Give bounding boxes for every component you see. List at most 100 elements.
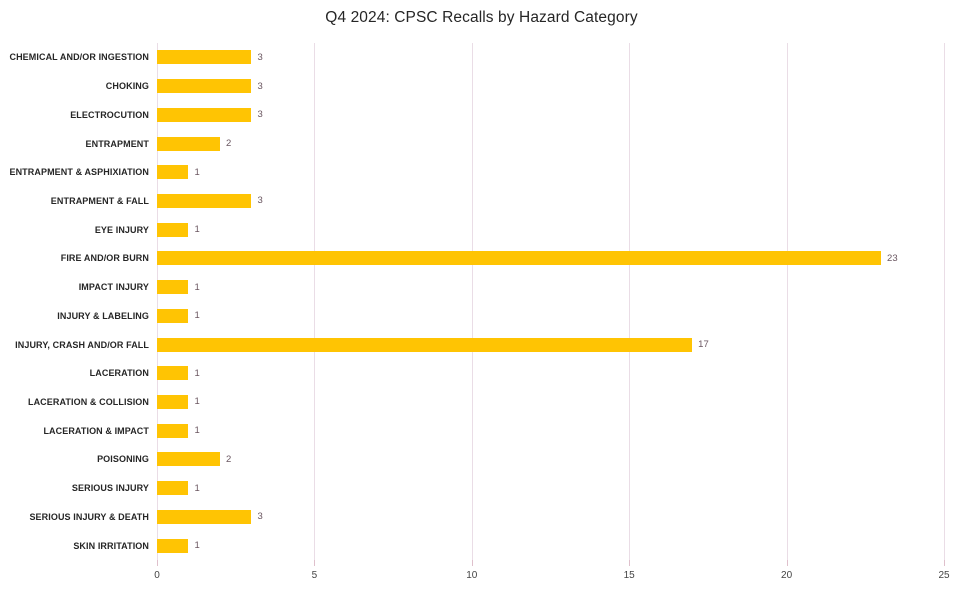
bar-track: 1 <box>157 531 963 560</box>
category-label: LACERATION & IMPACT <box>43 425 149 436</box>
chart-row: ENTRAPMENT & FALL 3 <box>0 187 963 216</box>
category-label: POISONING <box>97 454 149 465</box>
gridline <box>786 43 788 560</box>
chart-row: ENTRAPMENT 2 <box>0 129 963 158</box>
chart-row: EYE INJURY 1 <box>0 215 963 244</box>
x-axis-tick-label: 10 <box>466 570 478 581</box>
value-label: 3 <box>257 195 263 207</box>
gridline <box>629 43 631 560</box>
category-label: ENTRAPMENT <box>85 138 149 149</box>
bar-track: 1 <box>157 301 963 330</box>
chart-row: INJURY, CRASH AND/OR FALL 17 <box>0 330 963 359</box>
chart-row: CHOKING 3 <box>0 72 963 101</box>
value-label: 2 <box>225 453 232 465</box>
x-axis-tick-label: 25 <box>938 570 950 581</box>
value-label: 23 <box>887 252 898 264</box>
chart-row: ENTRAPMENT & ASPHIXIATION 1 <box>0 158 963 187</box>
value-label: 1 <box>194 425 200 437</box>
bar-track: 23 <box>157 244 963 273</box>
gridline <box>157 43 158 560</box>
bar <box>157 222 189 237</box>
category-label: LACERATION & COLLISION <box>27 396 149 407</box>
bar-track: 3 <box>157 72 963 101</box>
bar-track: 1 <box>157 388 963 417</box>
x-axis-tick-mark <box>471 560 473 566</box>
category-label: SERIOUS INJURY <box>71 483 149 494</box>
bar-track: 3 <box>157 187 963 216</box>
x-axis-tick-mark <box>157 560 158 566</box>
category-label: INJURY, CRASH AND/OR FALL <box>15 339 149 350</box>
x-axis-tick-label: 15 <box>623 570 635 581</box>
bar <box>157 394 189 409</box>
x-axis-tick-label: 5 <box>311 570 318 581</box>
bar-track: 17 <box>157 330 963 359</box>
bar <box>157 423 189 438</box>
category-label: ELECTROCUTION <box>70 109 149 120</box>
bar-track: 1 <box>157 416 963 445</box>
bar-rows: CHEMICAL AND/OR INGESTION 3 CHOKING 3 ELECTR… <box>0 43 963 560</box>
x-axis-tick-mark <box>629 560 631 566</box>
bar-track: 3 <box>157 100 963 129</box>
bar-track: 1 <box>157 474 963 503</box>
bar-track: 3 <box>157 503 963 532</box>
value-label: 1 <box>194 166 200 178</box>
chart-row: IMPACT INJURY 1 <box>0 273 963 302</box>
gridline <box>471 43 473 560</box>
bar-track: 1 <box>157 215 963 244</box>
category-label: ENTRAPMENT & ASPHIXIATION <box>9 167 149 178</box>
chart-row: POISONING 2 <box>0 445 963 474</box>
value-label: 1 <box>194 310 200 322</box>
category-label: FIRE AND/OR BURN <box>60 253 149 264</box>
bar-track: 1 <box>157 273 963 302</box>
value-label: 17 <box>698 339 709 351</box>
bar <box>157 165 189 180</box>
category-label: ENTRAPMENT & FALL <box>50 195 149 206</box>
gridline <box>314 43 316 560</box>
bar-track: 2 <box>157 129 963 158</box>
value-label: 1 <box>194 367 200 379</box>
chart-row: SERIOUS INJURY & DEATH 3 <box>0 503 963 532</box>
bar <box>157 509 252 524</box>
bar <box>157 251 882 266</box>
chart-title: Q4 2024: CPSC Recalls by Hazard Category <box>325 9 638 26</box>
bar-track: 3 <box>157 43 963 72</box>
bar <box>157 366 189 381</box>
chart-row: SERIOUS INJURY 1 <box>0 474 963 503</box>
chart-row: LACERATION & COLLISION 1 <box>0 388 963 417</box>
value-label: 3 <box>257 51 263 63</box>
category-label: CHEMICAL AND/OR INGESTION <box>9 52 149 63</box>
bar <box>157 280 189 295</box>
x-axis-tick-mark <box>786 560 788 566</box>
value-label: 1 <box>194 540 200 552</box>
bar <box>157 136 220 151</box>
category-label: LACERATION <box>89 368 149 379</box>
chart-row: INJURY & LABELING 1 <box>0 301 963 330</box>
category-label: EYE INJURY <box>94 224 149 235</box>
value-label: 1 <box>194 482 200 494</box>
chart-row: FIRE AND/OR BURN 23 <box>0 244 963 273</box>
bar <box>157 107 252 122</box>
category-label: IMPACT INJURY <box>78 282 149 293</box>
value-label: 1 <box>194 281 200 293</box>
x-axis-tick-mark <box>944 560 945 566</box>
value-label: 2 <box>225 138 232 150</box>
category-label: SERIOUS INJURY & DEATH <box>29 511 149 522</box>
value-label: 3 <box>257 511 263 523</box>
category-label: INJURY & LABELING <box>57 310 149 321</box>
bar <box>157 337 693 352</box>
chart-row: ELECTROCUTION 3 <box>0 100 963 129</box>
value-label: 1 <box>194 224 200 236</box>
bar <box>157 79 252 94</box>
bar <box>157 538 189 553</box>
bar-track: 1 <box>157 359 963 388</box>
bar-track: 1 <box>157 158 963 187</box>
plot-area: 0 5 10 15 20 25 <box>154 43 950 581</box>
value-label: 3 <box>257 109 263 121</box>
bar <box>157 193 252 208</box>
bar <box>157 50 252 65</box>
bar <box>157 308 189 323</box>
category-label: SKIN IRRITATION <box>73 540 149 551</box>
bar <box>157 481 189 496</box>
bar <box>157 452 220 467</box>
